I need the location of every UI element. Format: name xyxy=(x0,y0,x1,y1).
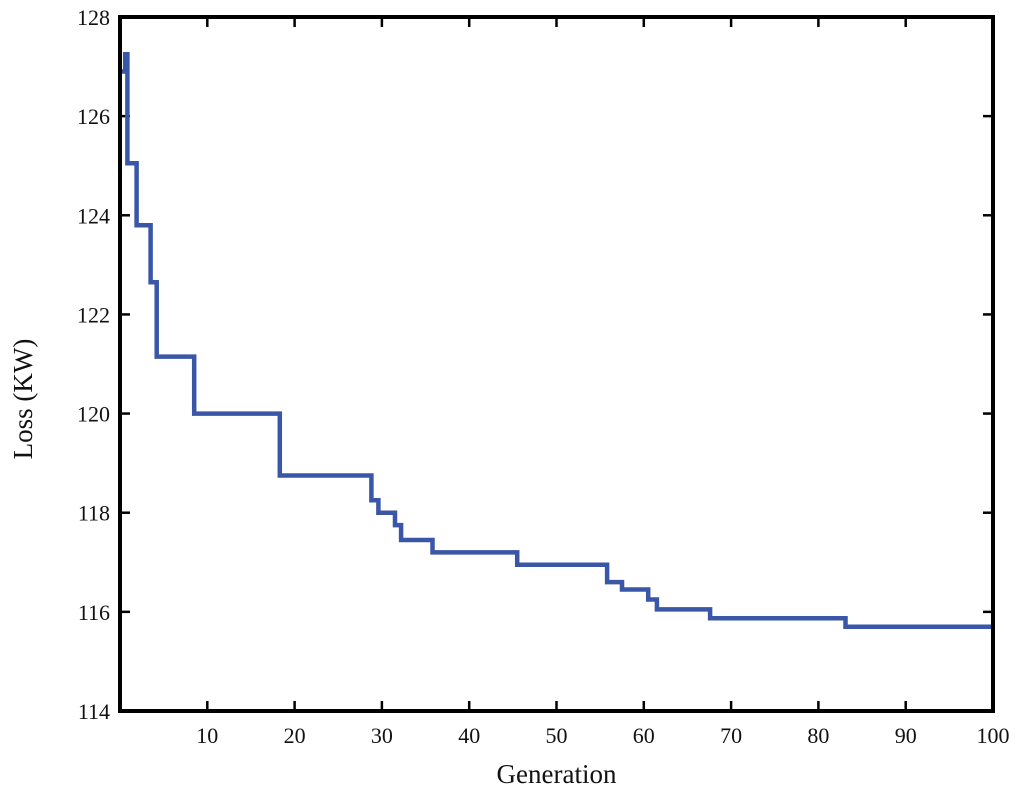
x-tick-label: 30 xyxy=(371,723,393,748)
y-tick-label: 124 xyxy=(77,203,110,228)
y-tick-label: 122 xyxy=(77,302,110,327)
y-tick-label: 114 xyxy=(78,699,110,724)
loss-series-line xyxy=(121,51,993,629)
y-tick-label: 128 xyxy=(77,5,110,30)
y-tick-label: 120 xyxy=(77,402,110,427)
y-axis-title: Loss (KW) xyxy=(8,339,38,460)
x-tick-label: 90 xyxy=(895,723,917,748)
y-tick-label: 116 xyxy=(78,600,110,625)
x-tick-label: 100 xyxy=(977,723,1010,748)
y-tick-label: 126 xyxy=(77,104,110,129)
axis-tick-labels: 10 20 30 40 50 60 70 80 90 100 114 116 118 120 122 124 1… xyxy=(77,5,1010,748)
axis-ticks xyxy=(120,15,995,713)
y-tick-label: 118 xyxy=(78,501,110,526)
x-axis-title: Generation xyxy=(497,759,617,789)
x-tick-label: 70 xyxy=(720,723,742,748)
x-tick-label: 50 xyxy=(546,723,568,748)
plot-frame xyxy=(118,15,995,713)
x-tick-label: 60 xyxy=(633,723,655,748)
x-tick-label: 80 xyxy=(807,723,829,748)
x-tick-label: 10 xyxy=(196,723,218,748)
x-tick-label: 40 xyxy=(458,723,480,748)
x-tick-label: 20 xyxy=(284,723,306,748)
